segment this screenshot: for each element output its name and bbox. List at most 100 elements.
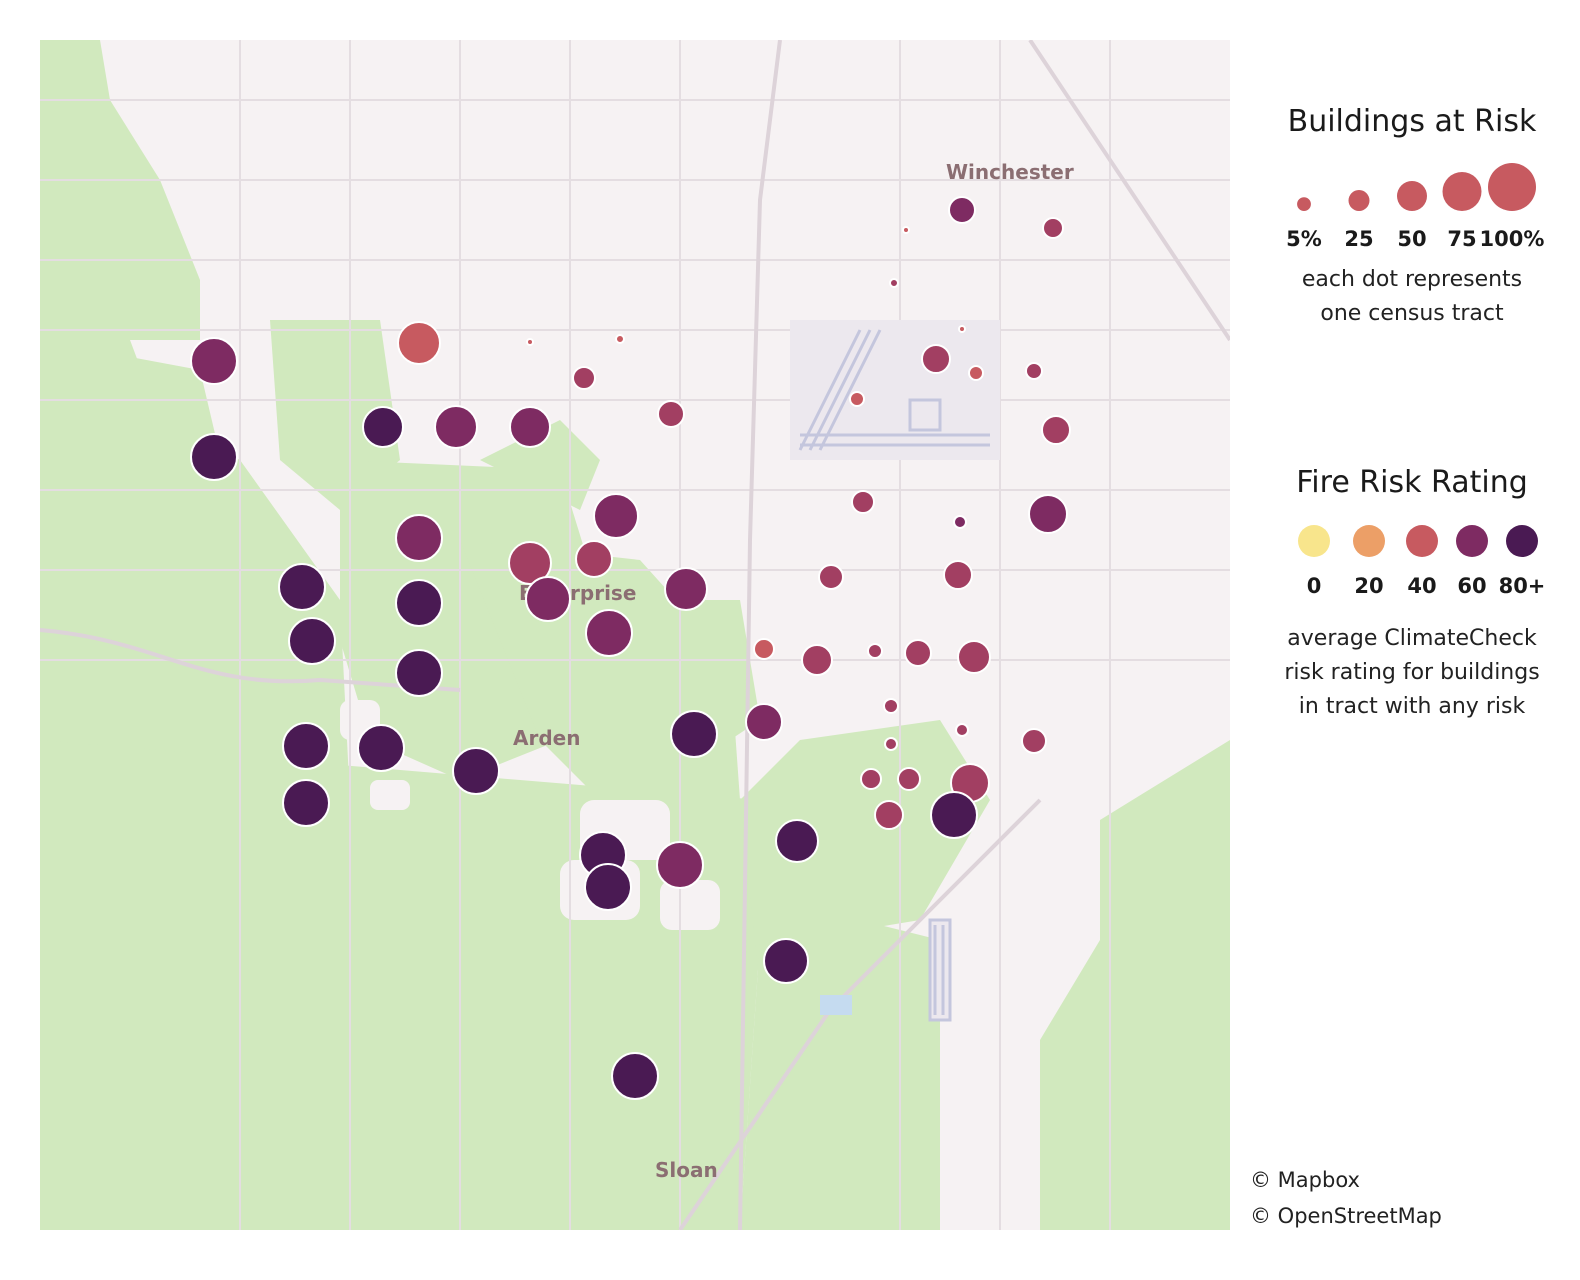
tract-dot[interactable] bbox=[902, 226, 910, 234]
tract-dot[interactable] bbox=[509, 406, 551, 448]
place-label-winchester: Winchester bbox=[946, 160, 1074, 184]
tract-dot[interactable] bbox=[584, 863, 632, 911]
tract-dot[interactable] bbox=[921, 344, 951, 374]
tract-dot[interactable] bbox=[282, 722, 330, 770]
map-canvas[interactable]: Winchester Enterprise Arden Sloan bbox=[40, 40, 1230, 1230]
color-tick-label: 60 bbox=[1457, 574, 1487, 598]
size-swatch bbox=[1297, 197, 1311, 211]
tract-dot[interactable] bbox=[362, 406, 404, 448]
size-swatches bbox=[1297, 163, 1536, 211]
color-swatch bbox=[1456, 525, 1488, 557]
tract-dot[interactable] bbox=[585, 609, 633, 657]
tract-dot[interactable] bbox=[849, 391, 865, 407]
tract-dot[interactable] bbox=[657, 400, 685, 428]
legend-buildings-at-risk: Buildings at Risk 5% 25 50 75 100% each dot … bbox=[1262, 104, 1562, 331]
color-swatch bbox=[1406, 525, 1438, 557]
tract-dot[interactable] bbox=[615, 334, 625, 344]
tract-dot[interactable] bbox=[288, 617, 336, 665]
size-ticks: 5% 25 50 75 100% bbox=[1262, 223, 1562, 255]
size-swatch bbox=[1442, 172, 1482, 211]
tract-dot[interactable] bbox=[763, 938, 809, 984]
color-tick-label: 20 bbox=[1354, 574, 1384, 598]
color-swatches bbox=[1298, 525, 1538, 557]
size-tick-label: 50 bbox=[1397, 227, 1427, 251]
tract-dot[interactable] bbox=[867, 643, 883, 659]
attribution-osm[interactable]: © OpenStreetMap bbox=[1250, 1204, 1442, 1228]
legend-size-note-line2: one census tract bbox=[1320, 301, 1504, 326]
tract-dot[interactable] bbox=[957, 640, 991, 674]
size-tick-label: 75 bbox=[1447, 227, 1477, 251]
legend-size-title: Buildings at Risk bbox=[1287, 104, 1537, 139]
attribution-mapbox[interactable]: © Mapbox bbox=[1250, 1168, 1360, 1192]
size-tick-label: 100% bbox=[1479, 227, 1545, 251]
tract-dot[interactable] bbox=[955, 723, 969, 737]
tract-dot[interactable] bbox=[434, 405, 478, 449]
color-ticks: 0 20 40 60 80+ bbox=[1262, 570, 1562, 602]
tract-dot[interactable] bbox=[889, 278, 899, 288]
size-swatch bbox=[1397, 181, 1427, 211]
legend-size-note-line1: each dot represents bbox=[1301, 267, 1523, 292]
tract-dot[interactable] bbox=[1041, 415, 1071, 445]
tract-dot[interactable] bbox=[745, 703, 783, 741]
tract-dot[interactable] bbox=[1042, 217, 1064, 239]
tract-dot[interactable] bbox=[851, 490, 875, 514]
legend-color-note-line3: in tract with any risk bbox=[1298, 694, 1526, 719]
color-swatch bbox=[1298, 525, 1330, 557]
tract-dot[interactable] bbox=[611, 1052, 659, 1100]
tract-dot[interactable] bbox=[883, 698, 899, 714]
tract-dot[interactable] bbox=[897, 767, 921, 791]
color-swatch bbox=[1353, 525, 1385, 557]
tract-dot[interactable] bbox=[884, 737, 898, 751]
tract-dots bbox=[190, 196, 1071, 1100]
tract-dot[interactable] bbox=[1021, 728, 1047, 754]
tract-dot[interactable] bbox=[943, 560, 973, 590]
tract-dot[interactable] bbox=[775, 819, 819, 863]
tract-dot[interactable] bbox=[525, 576, 571, 622]
tract-dot[interactable] bbox=[575, 540, 613, 578]
size-tick-label: 5% bbox=[1286, 227, 1322, 251]
tract-dot[interactable] bbox=[656, 841, 704, 889]
size-swatch bbox=[1488, 163, 1536, 211]
tract-dot[interactable] bbox=[395, 514, 443, 562]
tract-dot[interactable] bbox=[753, 638, 775, 660]
color-tick-label: 0 bbox=[1306, 574, 1322, 598]
legend-fire-risk-rating: Fire Risk Rating 0 20 40 60 80+ average Clim… bbox=[1262, 465, 1562, 724]
tract-dot[interactable] bbox=[958, 325, 966, 333]
tract-dot[interactable] bbox=[818, 564, 844, 590]
water-body bbox=[820, 995, 852, 1015]
tract-dot[interactable] bbox=[930, 791, 978, 839]
airport bbox=[790, 320, 1000, 1022]
tract-dot[interactable] bbox=[526, 338, 534, 346]
color-swatch bbox=[1506, 525, 1538, 557]
highways bbox=[40, 40, 1230, 1230]
tract-dot[interactable] bbox=[572, 366, 596, 390]
color-tick-label: 80+ bbox=[1498, 574, 1546, 598]
tract-dot[interactable] bbox=[1028, 494, 1068, 534]
tract-dot[interactable] bbox=[452, 747, 500, 795]
tract-dot[interactable] bbox=[874, 800, 904, 830]
tract-dot[interactable] bbox=[397, 321, 441, 365]
place-label-sloan: Sloan bbox=[655, 1158, 718, 1182]
tract-dot[interactable] bbox=[357, 724, 405, 772]
road-grid bbox=[40, 40, 1230, 1230]
legend-size-note: each dot represents one census tract bbox=[1262, 263, 1562, 331]
tract-dot[interactable] bbox=[801, 644, 833, 676]
tract-dot[interactable] bbox=[664, 567, 708, 611]
tract-dot[interactable] bbox=[1025, 362, 1043, 380]
tract-dot[interactable] bbox=[593, 493, 639, 539]
tract-dot[interactable] bbox=[860, 768, 882, 790]
tract-dot[interactable] bbox=[395, 649, 443, 697]
tract-dot[interactable] bbox=[953, 515, 967, 529]
tract-dot[interactable] bbox=[190, 337, 238, 385]
tract-dot[interactable] bbox=[670, 710, 718, 758]
tract-dot[interactable] bbox=[968, 365, 984, 381]
tract-dot[interactable] bbox=[948, 196, 976, 224]
tract-dot[interactable] bbox=[278, 563, 326, 611]
tract-dot[interactable] bbox=[904, 639, 932, 667]
tract-dot[interactable] bbox=[282, 779, 330, 827]
tract-dot[interactable] bbox=[190, 433, 238, 481]
tract-dot[interactable] bbox=[395, 579, 443, 627]
legend-color-note: average ClimateCheck risk rating for bui… bbox=[1262, 622, 1562, 724]
size-swatch bbox=[1348, 190, 1370, 211]
tract-dot[interactable] bbox=[508, 541, 552, 585]
